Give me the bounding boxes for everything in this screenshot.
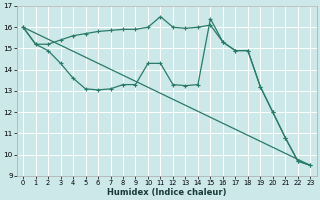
X-axis label: Humidex (Indice chaleur): Humidex (Indice chaleur) (107, 188, 227, 197)
